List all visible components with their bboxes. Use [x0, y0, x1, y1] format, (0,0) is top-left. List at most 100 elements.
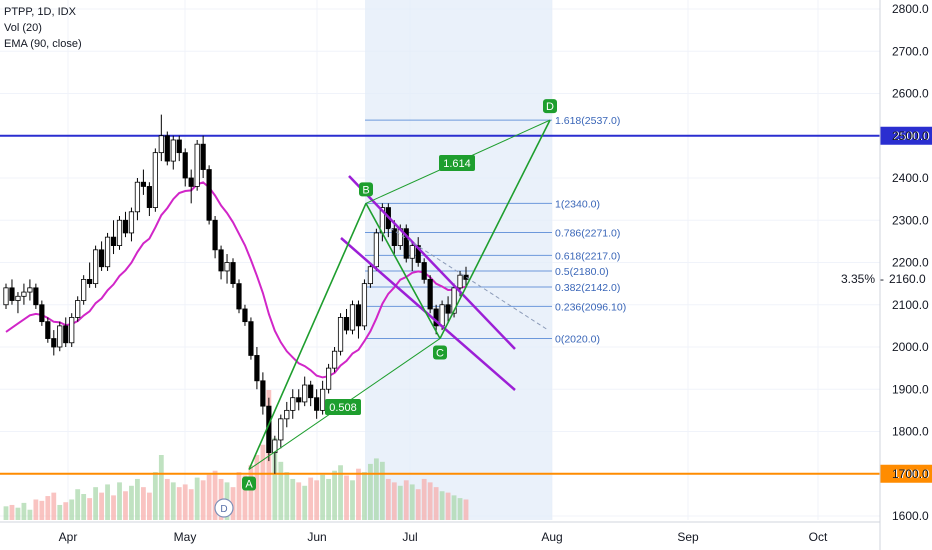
volume-bar [242, 475, 248, 520]
current-price-percent: 3.35% [841, 272, 875, 286]
channel-lower-line[interactable] [340, 237, 516, 391]
abcd-point-tag [433, 345, 447, 360]
volume-bar [111, 495, 116, 520]
candle-body [21, 291, 27, 297]
volume-bar [368, 463, 373, 520]
volume-bar [39, 500, 45, 520]
candle-body [63, 325, 69, 344]
candle-body [128, 211, 135, 234]
volume-bar [278, 461, 284, 520]
volume-bar [194, 477, 200, 520]
volume-bar [362, 472, 367, 520]
candle-body [9, 287, 15, 301]
abcd-leg-ab[interactable] [248, 203, 367, 470]
candle-body [57, 325, 63, 348]
volume-bar [236, 472, 242, 520]
abcd-point-label: C [436, 348, 444, 360]
volume-bar [141, 487, 146, 520]
volume-bar [69, 499, 75, 520]
price-axis[interactable]: 2800.0 2700.0 2600.0 2500.0 2400.0 2300.0 2200… [879, 0, 929, 550]
candle-body [230, 262, 236, 285]
candle-body [445, 304, 451, 314]
volume-bar [290, 478, 296, 520]
volume-bar [344, 475, 349, 520]
dividend-circle[interactable] [214, 498, 234, 518]
price-tick-label: 1600.0 [892, 509, 929, 523]
legend-ema[interactable]: EMA (90, close) [4, 38, 82, 50]
abcd-point-tag [242, 476, 256, 491]
candle-body [373, 232, 379, 268]
fib-level-label: 0.786(2271.0) [555, 228, 620, 240]
candle-body [206, 169, 212, 221]
time-axis[interactable]: Apr May Jun Jul Aug Sep Oct [0, 521, 880, 544]
candle-body [254, 355, 260, 382]
candle-body [104, 236, 111, 268]
candle-body [116, 219, 123, 247]
volume-bar [356, 468, 361, 520]
volume-bar [15, 507, 21, 520]
dividend-marker[interactable]: D [214, 498, 234, 518]
abcd-leg-cd[interactable] [439, 119, 551, 339]
volume-bar [326, 478, 331, 520]
candle-body [69, 317, 75, 344]
volume-bar [284, 472, 290, 520]
current-price-dash: - [880, 272, 884, 286]
volume-bar [409, 484, 415, 520]
abcd-leg-bc[interactable] [365, 202, 441, 339]
candle-body [391, 228, 397, 246]
volume-bar [427, 482, 433, 520]
candle-body [290, 397, 296, 411]
volume-bar [439, 491, 445, 520]
channel-mid-dashed [389, 227, 549, 331]
candle-body [463, 274, 469, 280]
candle-body [182, 152, 188, 179]
abcd-ratio-tag [325, 399, 361, 415]
fibonacci-levels[interactable]: 1.618(2537.0) 1(2340.0) 0.786(2271.0) 0.618… [365, 115, 626, 346]
volume-bar [135, 478, 140, 520]
volume-bar [123, 491, 128, 520]
candle-body [314, 397, 320, 411]
volume-bar [164, 478, 170, 520]
candle-body [194, 143, 200, 187]
candle-body [45, 321, 51, 339]
volume-bar [248, 465, 254, 520]
volume-bar [391, 482, 397, 520]
purple-channel[interactable] [340, 175, 549, 391]
legend-volume[interactable]: Vol (20) [4, 22, 42, 34]
candle-body [236, 283, 242, 310]
volume-bar [87, 498, 93, 520]
volume-bar [350, 480, 355, 520]
fib-level-label: 0.5(2180.0) [555, 266, 609, 278]
price-line-tag-label: 2500.0 [893, 129, 930, 143]
abcd-pattern[interactable]: A B C D 0.508 1.614 [242, 99, 557, 491]
volume-bar [230, 487, 236, 520]
channel-upper-line[interactable] [348, 175, 516, 350]
volume-bar [421, 478, 427, 520]
price-tick-label: 2200.0 [892, 256, 929, 270]
price-line-tag [880, 126, 932, 145]
fib-shaded-zone [365, 0, 552, 520]
candle-body [110, 236, 117, 246]
time-tick-label: Aug [541, 530, 562, 544]
time-tick-label: Sep [677, 530, 699, 544]
price-tick-label: 1800.0 [892, 425, 929, 439]
horizontal-lines[interactable]: 2500.0 1700.0 [0, 126, 932, 483]
fib-level-label: 1(2340.0) [555, 198, 600, 210]
volume-bar [3, 506, 9, 520]
candle-body [164, 135, 170, 162]
candle-body [278, 418, 284, 441]
candle-body [296, 397, 302, 403]
candle-body [218, 249, 224, 272]
price-tick-label: 2500.0 [892, 129, 929, 143]
volume-bar [21, 502, 27, 520]
price-tick-label: 2300.0 [892, 213, 929, 227]
volume-bar [451, 495, 457, 520]
volume-bar [296, 482, 302, 520]
legend-symbol[interactable]: PTPP, 1D, IDX [4, 6, 76, 18]
volume-bar [63, 502, 69, 520]
abcd-point-tag [543, 99, 557, 114]
candle-body [81, 278, 87, 301]
candle-body [367, 266, 374, 285]
candle-body [87, 278, 93, 285]
